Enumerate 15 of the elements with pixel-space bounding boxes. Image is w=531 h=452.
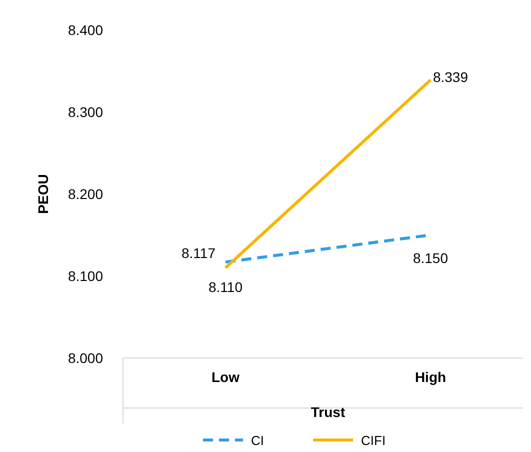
- x-tick-label: High: [414, 369, 446, 385]
- x-tick-label: Low: [212, 369, 240, 385]
- data-label: 8.110: [208, 278, 243, 295]
- y-tick-label: 8.400: [68, 22, 104, 38]
- y-axis-title: PEOU: [35, 174, 51, 214]
- data-label: 8.150: [412, 250, 448, 266]
- legend-label: CI: [251, 433, 264, 448]
- data-label: 8.117: [182, 245, 216, 262]
- y-tick-label: 8.200: [68, 186, 104, 202]
- y-tick-label: 8.000: [68, 350, 104, 366]
- data-label: 8.339: [432, 69, 468, 86]
- y-tick-label: 8.300: [68, 104, 104, 120]
- legend-label: CIFI: [361, 433, 386, 448]
- y-tick-label: 8.100: [68, 268, 104, 284]
- x-axis-title: Trust: [310, 404, 346, 420]
